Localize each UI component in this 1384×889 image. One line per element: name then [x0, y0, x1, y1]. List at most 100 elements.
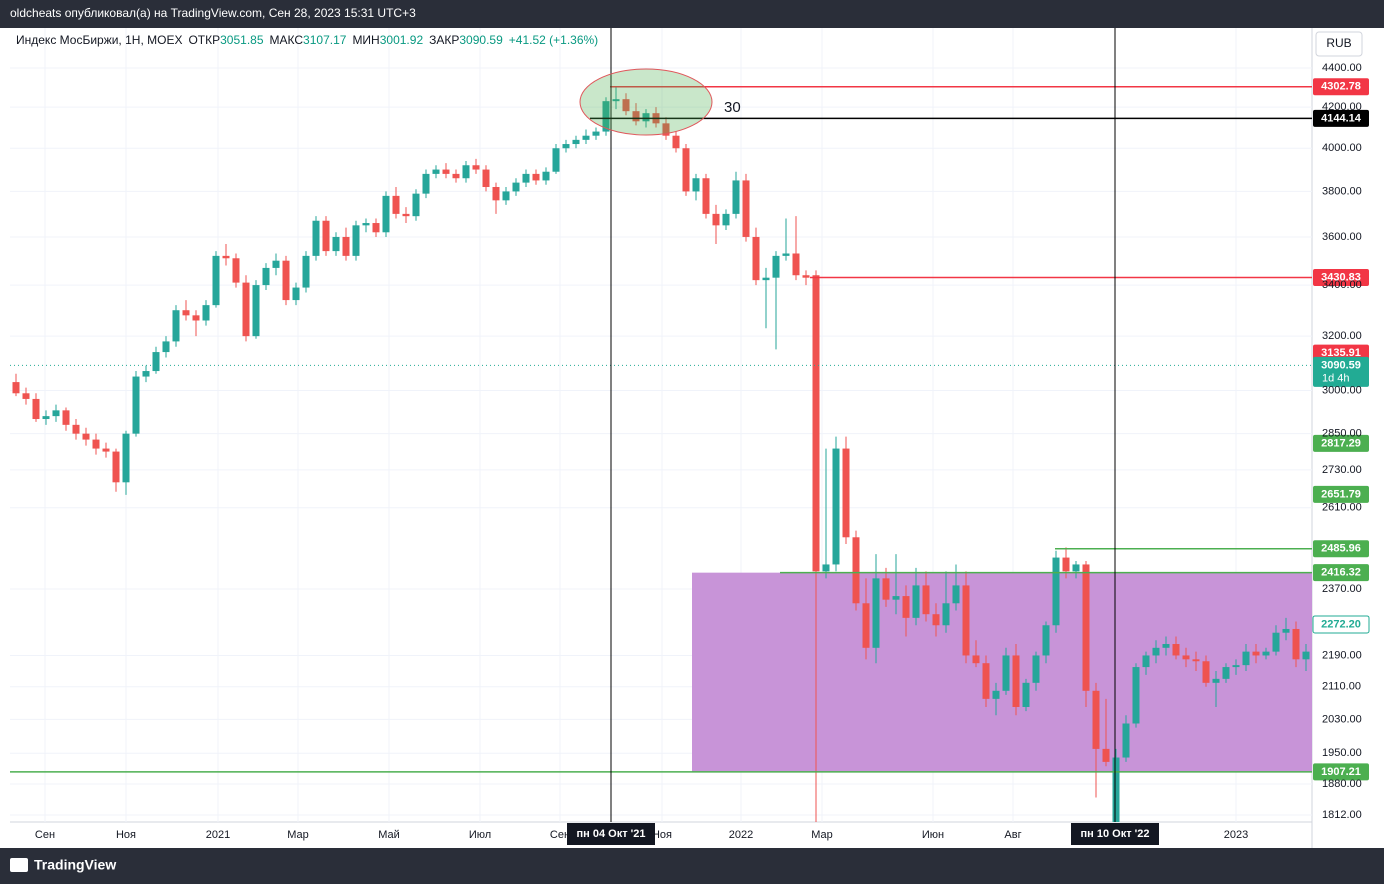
candle-body: [1202, 661, 1210, 683]
candle-body: [1192, 659, 1200, 662]
candle-body: [452, 173, 460, 179]
legend-value: 3107.17: [303, 33, 347, 47]
axes: 4400.00 4200.00 4000.00 3800.00 3600.00 3400.…: [35, 62, 1362, 845]
top-bar: [0, 0, 1384, 28]
zone-layer: [692, 572, 1312, 772]
candle-body: [182, 310, 190, 316]
candle-body: [422, 173, 430, 194]
price-badge: [1313, 268, 1369, 286]
currency-button[interactable]: [1315, 31, 1363, 57]
candle-body: [322, 220, 330, 252]
y-tick-label: 4400.00: [1322, 62, 1362, 74]
price-badge-label: 2416.32: [1321, 567, 1361, 579]
price-badge: [1313, 78, 1369, 96]
x-tick-label: Ноя: [116, 829, 136, 841]
candle-body: [1182, 655, 1190, 660]
countdown: 1d 4h: [1322, 372, 1350, 384]
candle-body: [372, 223, 380, 233]
candle-body: [972, 655, 980, 664]
x-tick-label: 2023: [1224, 829, 1248, 841]
candle-body: [1092, 690, 1100, 749]
candle-body: [1062, 557, 1070, 572]
candle-body: [42, 416, 50, 420]
y-tick-label: 2730.00: [1322, 464, 1362, 476]
candle-body: [1162, 644, 1170, 648]
candle-body: [232, 258, 240, 283]
candle-body: [612, 99, 620, 102]
candle-body: [792, 253, 800, 276]
candle-body: [1112, 757, 1120, 822]
x-tick-label: Июл: [469, 829, 491, 841]
candle-body: [272, 260, 280, 268]
candle-body: [1232, 665, 1240, 668]
x-tick-label: Сен: [35, 829, 55, 841]
candle-body: [202, 305, 210, 321]
candle-body: [22, 393, 30, 399]
legend-label: МАКС: [270, 33, 304, 47]
currency[interactable]: RUB: [1326, 36, 1351, 50]
x-tick-label: Мар: [811, 829, 833, 841]
brand-logo: [10, 858, 28, 872]
candle-body: [492, 187, 500, 201]
candle-body: [872, 578, 880, 648]
candle-body: [782, 253, 790, 256]
price-badge: [1313, 434, 1369, 452]
candle-body: [312, 220, 320, 256]
candle-body: [732, 180, 740, 214]
candle-body: [892, 596, 900, 600]
candle-body: [222, 255, 230, 259]
candle-body: [32, 398, 40, 420]
candle-body: [982, 663, 990, 699]
candle-body: [402, 213, 410, 217]
candle-body: [602, 101, 610, 132]
candle-body: [1252, 651, 1260, 656]
candle-body: [162, 341, 170, 353]
crosshair-label: пн 04 Окт '21: [577, 828, 646, 840]
candle-body: [502, 191, 510, 201]
candle-body: [262, 267, 270, 286]
candle-body: [992, 690, 1000, 699]
annotation: 30: [724, 99, 741, 116]
y-tick-label: 3600.00: [1322, 231, 1362, 243]
crosshair-badge: [1071, 823, 1159, 845]
x-tick-label: 2022: [729, 829, 753, 841]
y-tick-label: 2610.00: [1322, 502, 1362, 514]
candle-body: [342, 236, 350, 256]
candle-body: [832, 448, 840, 565]
candle-body: [362, 223, 370, 226]
candle-body: [582, 135, 590, 140]
price-badge-label: 3135.91: [1321, 347, 1361, 359]
candle-body: [702, 178, 710, 214]
candle-body: [102, 448, 110, 452]
y-tick-label: 2370.00: [1322, 583, 1362, 595]
legend-change: +41.52 (+1.36%): [509, 33, 598, 47]
candle-body: [1282, 628, 1290, 633]
candle-body: [592, 131, 600, 136]
candle-body: [722, 213, 730, 226]
candle-body: [1032, 655, 1040, 683]
candle-body: [1242, 651, 1250, 666]
legend: Индекс МосБиржи, 1Н, MOEX ОТКР3051.85 МАКС…: [16, 33, 598, 47]
candle-body: [822, 564, 830, 572]
price-badge-label: 2272.20: [1321, 618, 1361, 630]
candle-body: [622, 99, 630, 112]
y-tick-label: 4200.00: [1322, 101, 1362, 113]
candle-body: [1142, 655, 1150, 668]
y-tick-label: 2190.00: [1322, 649, 1362, 661]
x-tick-label: Сен: [550, 829, 570, 841]
candle-body: [712, 213, 720, 226]
legend-label: МИН: [352, 33, 379, 47]
bottom-bar: [0, 848, 1384, 884]
price-badge-label: 3090.59: [1321, 359, 1361, 371]
candle-body: [1262, 651, 1270, 656]
y-tick-label: 1880.00: [1322, 778, 1362, 790]
x-tick-label: Авг: [1004, 829, 1021, 841]
candle-body: [922, 585, 930, 615]
price-badge-label: 2651.79: [1321, 488, 1361, 500]
price-badge: [1313, 485, 1369, 503]
candle-body: [1102, 748, 1110, 762]
candle-body: [942, 603, 950, 626]
candle-body: [112, 451, 120, 483]
candle-body: [662, 123, 670, 136]
price-badge: [1313, 356, 1369, 387]
